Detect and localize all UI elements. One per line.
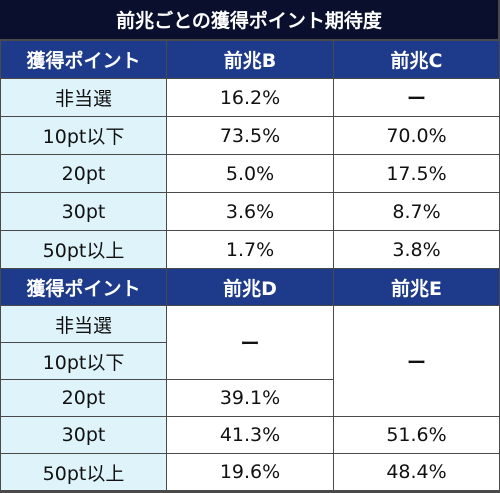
cell-value: 51.6% [333,416,500,454]
cell-value: ー [333,78,500,117]
table-row: 20pt 39.1% [0,379,500,417]
cell-value: 17.5% [333,154,500,193]
cell-value: 48.4% [333,453,500,491]
cell-value: 3.8% [333,230,500,269]
cell-value: 5.0% [166,154,334,193]
cell-value: 39.1% [166,379,334,417]
header-points: 獲得ポイント [0,40,167,79]
table-row: 50pt以上 19.6% 48.4% [0,453,500,491]
cell-value: 41.3% [166,416,334,454]
row-label: 非当選 [0,305,167,343]
row-label: 50pt以上 [0,453,167,491]
row-label: 非当選 [0,78,167,117]
header-zencho-b: 前兆B [166,40,334,79]
row-label: 30pt [0,416,167,454]
table-row: 30pt 3.6% 8.7% [0,192,500,231]
table-row: 非当選 16.2% ー [0,78,500,117]
header-zencho-d: 前兆D [166,268,334,306]
expectation-table: 獲得ポイント 前兆B 前兆C 非当選 16.2% ー 10pt以下 73.5% … [0,40,500,491]
page-title: 前兆ごとの獲得ポイント期待度 [0,0,498,39]
cell-value: 3.6% [166,192,334,231]
table-row: 30pt 41.3% 51.6% [0,416,500,454]
table-header-row: 獲得ポイント 前兆B 前兆C [0,40,500,79]
row-label: 20pt [0,154,167,193]
row-label: 10pt以下 [0,342,167,380]
table-row: 20pt 5.0% 17.5% [0,154,500,193]
row-label: 20pt [0,379,167,417]
table-row: 非当選 ー ー [0,305,500,417]
header-points: 獲得ポイント [0,268,167,306]
cell-value-merged: ー [333,305,500,417]
header-zencho-e: 前兆E [333,268,500,306]
cell-value: 1.7% [166,230,334,269]
table-row: 50pt以上 1.7% 3.8% [0,230,500,269]
header-zencho-c: 前兆C [333,40,500,79]
cell-value-merged: ー [166,305,334,380]
cell-value: 19.6% [166,453,334,491]
cell-value: 70.0% [333,116,500,155]
table-row: 10pt以下 73.5% 70.0% [0,116,500,155]
row-label: 10pt以下 [0,116,167,155]
table-row: 10pt以下 [0,342,500,380]
cell-value: 73.5% [166,116,334,155]
cell-value: 8.7% [333,192,500,231]
table-header-row: 獲得ポイント 前兆D 前兆E [0,268,500,306]
row-label: 30pt [0,192,167,231]
cell-value: 16.2% [166,78,334,117]
row-label: 50pt以上 [0,230,167,269]
